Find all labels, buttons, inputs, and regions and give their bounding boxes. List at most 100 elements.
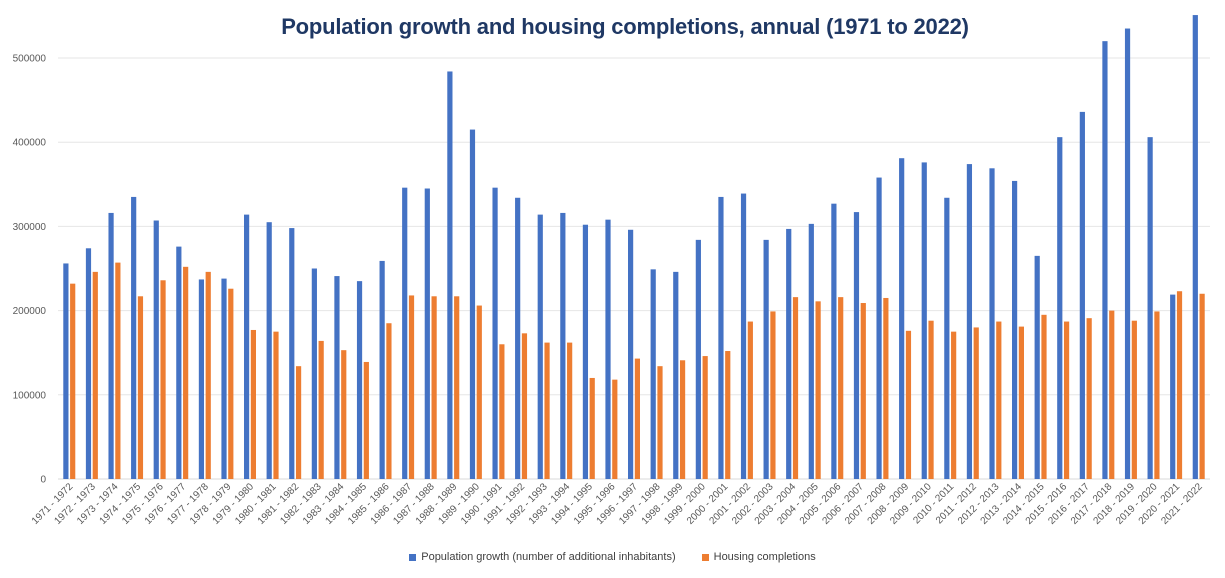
bar-population-growth bbox=[1147, 137, 1153, 479]
y-tick-label: 200000 bbox=[13, 306, 47, 317]
gridlines bbox=[58, 57, 1210, 480]
legend-label-population-growth: Population growth (number of additional … bbox=[421, 551, 676, 563]
bar-housing-completions bbox=[838, 297, 844, 479]
bar-population-growth bbox=[695, 239, 701, 479]
chart-title: Population growth and housing completion… bbox=[281, 14, 969, 39]
bar-housing-completions bbox=[928, 320, 934, 479]
bar-population-growth bbox=[560, 212, 566, 479]
bar-population-growth bbox=[515, 197, 521, 479]
bar-housing-completions bbox=[815, 301, 821, 479]
bar-population-growth bbox=[311, 268, 317, 479]
bar-housing-completions bbox=[612, 379, 618, 479]
bar-housing-completions bbox=[318, 340, 324, 479]
bar-population-growth bbox=[763, 239, 769, 479]
bar-population-growth bbox=[85, 248, 92, 479]
bar-housing-completions bbox=[363, 361, 369, 479]
bar-housing-completions bbox=[70, 283, 76, 479]
bar-population-growth bbox=[899, 158, 905, 479]
bar-housing-completions bbox=[973, 327, 979, 479]
bar-population-growth bbox=[198, 279, 205, 479]
bar-population-growth bbox=[356, 281, 363, 479]
bar-housing-completions bbox=[747, 321, 753, 479]
bar-housing-completions bbox=[1131, 320, 1137, 479]
bar-housing-completions bbox=[725, 351, 731, 479]
bar-population-growth bbox=[244, 214, 250, 480]
bar-housing-completions bbox=[702, 356, 708, 479]
bar-housing-completions bbox=[408, 295, 415, 479]
bar-population-growth bbox=[876, 177, 882, 479]
bar-population-growth bbox=[447, 71, 453, 479]
bar-housing-completions bbox=[183, 266, 189, 479]
bar-housing-completions bbox=[295, 366, 302, 479]
bar-population-growth bbox=[650, 269, 656, 479]
bar-population-growth bbox=[1012, 180, 1018, 479]
bar-housing-completions bbox=[860, 303, 866, 479]
bar-housing-completions bbox=[567, 342, 573, 479]
bar-housing-completions bbox=[431, 296, 437, 479]
bar-population-growth bbox=[605, 219, 611, 479]
bar-population-growth bbox=[718, 196, 724, 479]
bar-population-growth bbox=[108, 212, 114, 479]
bar-housing-completions bbox=[679, 360, 686, 479]
bar-population-growth bbox=[131, 196, 137, 479]
bar-population-growth bbox=[1102, 41, 1108, 479]
y-tick-label: 300000 bbox=[13, 222, 47, 233]
bar-housing-completions bbox=[1154, 311, 1160, 479]
y-axis-ticks: 0 100000 200000 300000 400000 500000 bbox=[13, 54, 47, 486]
y-tick-label: 500000 bbox=[13, 54, 47, 65]
bar-population-growth bbox=[402, 187, 408, 480]
y-tick-label: 0 bbox=[40, 475, 46, 486]
bar-population-growth bbox=[1034, 255, 1040, 479]
bar-population-growth bbox=[1079, 111, 1085, 479]
bars bbox=[63, 15, 1205, 480]
bar-population-growth bbox=[786, 228, 792, 479]
y-tick-label: 400000 bbox=[13, 138, 47, 149]
bar-housing-completions bbox=[250, 329, 256, 479]
bar-housing-completions bbox=[137, 296, 144, 479]
bar-population-growth bbox=[63, 263, 69, 479]
bar-housing-completions bbox=[205, 271, 211, 479]
bar-population-growth bbox=[334, 276, 340, 479]
bar-population-growth bbox=[989, 168, 995, 480]
bar-population-growth bbox=[424, 188, 430, 479]
legend: Population growth (number of additional … bbox=[0, 551, 1225, 563]
bar-population-growth bbox=[808, 223, 814, 479]
bar-population-growth bbox=[740, 193, 747, 479]
bar-housing-completions bbox=[499, 344, 505, 479]
bar-housing-completions bbox=[115, 262, 121, 479]
bar-population-growth bbox=[1124, 28, 1131, 480]
y-tick-label: 100000 bbox=[13, 390, 47, 401]
bar-housing-completions bbox=[792, 297, 799, 479]
bar-housing-completions bbox=[454, 296, 460, 479]
bar-housing-completions bbox=[544, 342, 550, 479]
bar-population-growth bbox=[289, 228, 295, 479]
bar-housing-completions bbox=[1063, 321, 1070, 479]
bar-population-growth bbox=[966, 164, 973, 479]
bar-population-growth bbox=[582, 224, 589, 479]
bar-population-growth bbox=[379, 260, 385, 479]
bar-population-growth bbox=[1057, 137, 1063, 479]
bar-housing-completions bbox=[1199, 293, 1205, 479]
bar-housing-completions bbox=[1018, 326, 1024, 479]
bar-housing-completions bbox=[1086, 318, 1092, 479]
bar-population-growth bbox=[266, 222, 272, 479]
legend-label-housing-completions: Housing completions bbox=[713, 551, 816, 563]
bar-population-growth bbox=[537, 214, 543, 480]
bar-population-growth bbox=[469, 129, 476, 479]
bar-housing-completions bbox=[341, 350, 347, 479]
bar-population-growth bbox=[673, 271, 679, 479]
bar-population-growth bbox=[153, 220, 159, 479]
legend-swatch-population-growth bbox=[409, 553, 417, 561]
bar-housing-completions bbox=[1041, 314, 1047, 479]
bar-population-growth bbox=[628, 229, 634, 479]
bar-housing-completions bbox=[273, 331, 279, 479]
bar-population-growth bbox=[1192, 15, 1198, 480]
bar-population-growth bbox=[176, 246, 182, 479]
bar-population-growth bbox=[492, 187, 498, 480]
bar-population-growth bbox=[853, 212, 860, 479]
bar-housing-completions bbox=[92, 271, 98, 479]
bar-housing-completions bbox=[996, 321, 1002, 479]
